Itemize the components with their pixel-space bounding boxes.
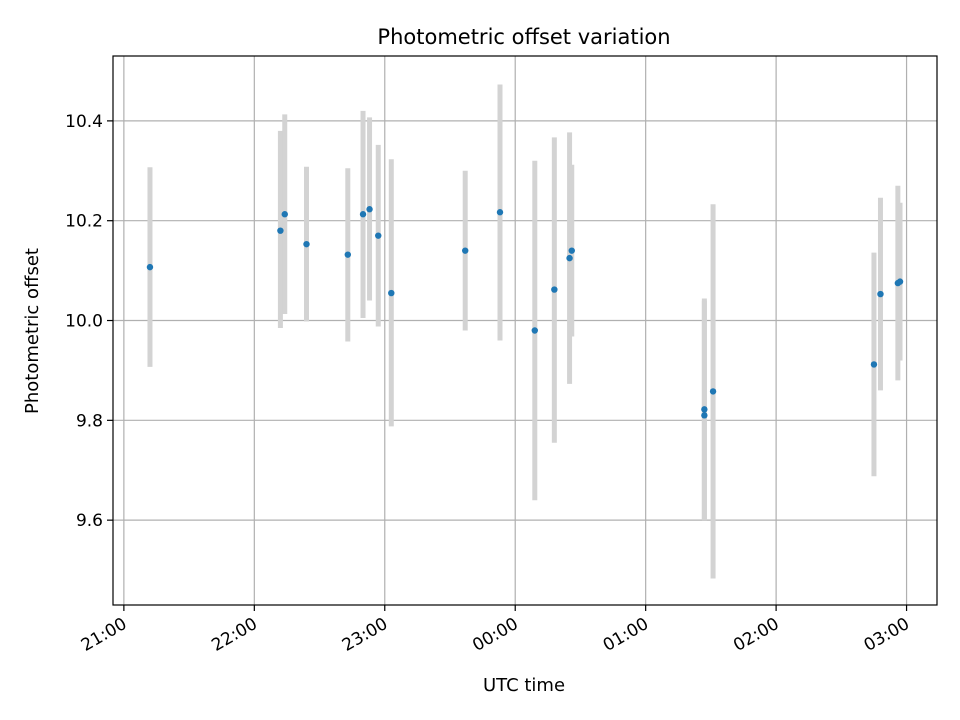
gridlines [113,56,937,605]
data-point [496,209,504,216]
data-point [551,286,558,293]
data-point [896,278,904,285]
y-tick-label: 10.2 [65,212,103,232]
y-tick-label: 10.4 [65,112,103,132]
data-point [877,290,884,298]
data-point [303,240,310,248]
data-point [709,388,717,395]
data-point [701,412,708,419]
data-point [701,406,708,413]
data-points [146,206,904,419]
y-tick-label: 10.0 [65,312,103,332]
data-point [870,361,878,368]
data-point [277,227,284,234]
data-point [281,211,288,218]
data-point [366,206,373,213]
data-point [359,211,367,218]
y-axis-label: Photometric offset [22,248,43,414]
y-tick-label: 9.6 [76,511,103,531]
plot-area-frame [112,55,938,606]
data-point [462,247,469,254]
chart-title: Photometric offset variation [377,25,670,49]
y-tick-label: 9.8 [76,411,103,431]
data-point [566,254,573,262]
data-point [375,232,382,239]
y-axis-ticks: 9.6 9.8 10.0 10.2 10.4 [65,112,113,531]
data-point [146,263,154,271]
data-point [531,327,538,334]
data-point [344,251,352,258]
data-point [388,289,395,297]
data-point [568,247,575,254]
x-axis-label: UTC time [483,675,565,696]
